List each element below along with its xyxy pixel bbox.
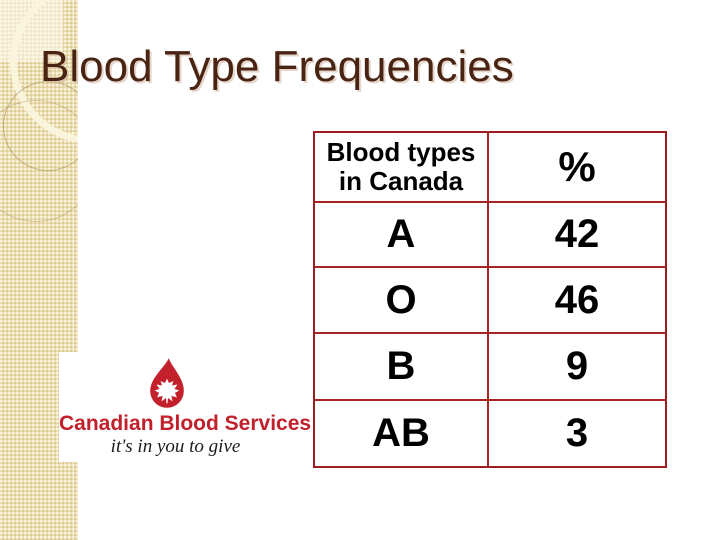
logo-wordmark: Canadian Blood Services [59, 412, 312, 435]
table-row-percent-o: 46 [489, 268, 665, 332]
table-row-percent-b: 9 [489, 334, 665, 399]
table-row-percent-a: 42 [489, 203, 665, 266]
sidebar-decoration [0, 0, 78, 540]
decorative-circle-outline-2 [0, 100, 78, 222]
blood-drop-maple-leaf-icon [150, 358, 184, 408]
slide-title: Blood Type Frequencies [40, 42, 514, 91]
blood-type-table: Blood types in Canada % A 42 O 46 B 9 AB… [313, 131, 667, 468]
table-header-line2: in Canada [338, 166, 464, 196]
table-row-type-ab: AB [315, 401, 487, 466]
table-row-type-o: O [315, 268, 487, 332]
logo-tagline: it's in you to give [110, 436, 241, 457]
table-header-percent: % [489, 133, 665, 201]
table-row-type-b: B [315, 334, 487, 399]
table-row-type-a: A [315, 203, 487, 266]
table-header-line1: Blood types [326, 136, 476, 167]
canadian-blood-services-logo: Canadian Blood Services it's in you to g… [59, 352, 312, 462]
table-row-percent-ab: 3 [489, 401, 665, 466]
table-header-blood-types: Blood types in Canada [315, 133, 487, 201]
